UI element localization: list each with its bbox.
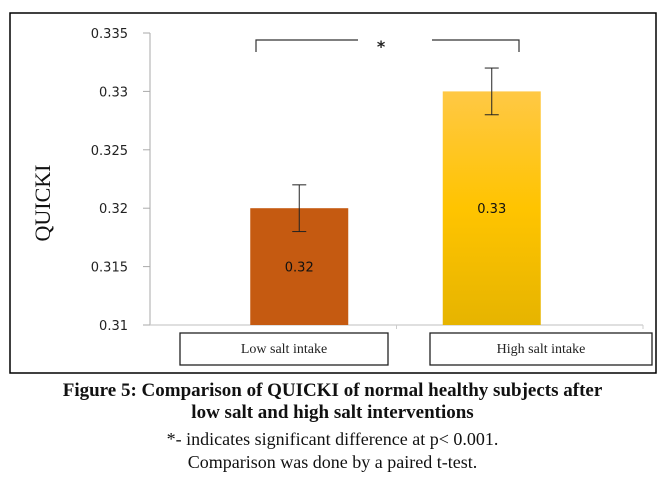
y-tick-label: 0.31: [99, 319, 128, 334]
category-label-box: [429, 332, 653, 366]
y-tick-label: 0.335: [91, 27, 128, 42]
y-axis-label: QUICKI: [30, 165, 55, 242]
bar-high-salt: [442, 91, 541, 326]
significance-bracket-left: [255, 39, 358, 52]
caption-title-line-1: Figure 5: Comparison of QUICKI of normal…: [62, 380, 603, 401]
data-label: 0.32: [285, 261, 314, 276]
axes: 0.31 0.315 0.32 0.325 0.33 0.335 Low salt inta…: [91, 27, 653, 366]
y-tick-label: 0.325: [91, 144, 128, 159]
caption-title-line-2: low salt and high salt interventions: [191, 402, 474, 423]
y-tick-label: 0.315: [91, 261, 128, 276]
data-label: 0.33: [477, 202, 506, 217]
category-label: Low salt intake: [241, 342, 327, 357]
category-label: High salt intake: [497, 342, 586, 357]
y-tick-label: 0.33: [99, 85, 128, 100]
figure-caption-title: Figure 5: Comparison of QUICKI of normal…: [0, 380, 665, 424]
significance-bracket-right: [432, 39, 520, 52]
significance-asterisk: *: [377, 37, 386, 56]
bar-chart: 0.31 0.315 0.32 0.325 0.33 0.335 Low salt inta…: [9, 12, 657, 374]
category-label-box: [179, 332, 389, 366]
caption-note-significance: *- indicates significant difference at p…: [166, 429, 499, 449]
bars: 0.32 0.33 *: [250, 37, 541, 326]
caption-note-method: Comparison was done by a paired t-test.: [187, 452, 478, 472]
y-tick-label: 0.32: [99, 202, 128, 217]
